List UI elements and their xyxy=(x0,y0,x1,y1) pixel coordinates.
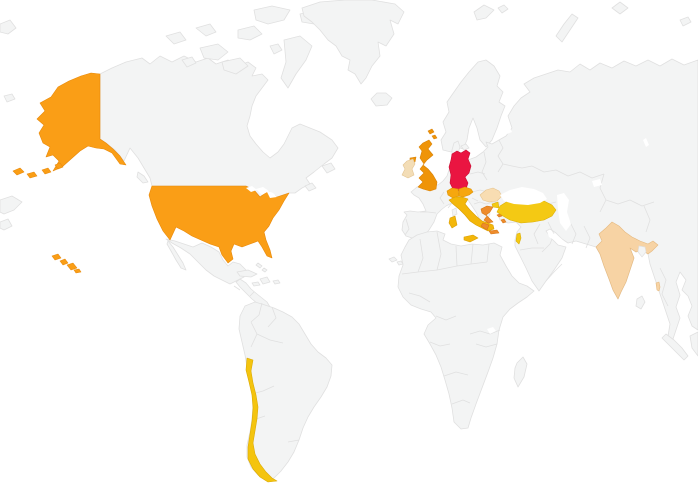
lake-ladoga xyxy=(505,128,512,134)
persian-gulf xyxy=(547,231,564,243)
landmass-arctic-island xyxy=(221,57,249,75)
lake-victoria xyxy=(487,327,496,334)
country-borders xyxy=(233,139,669,443)
landmass-africa xyxy=(397,230,535,430)
landmass-sri-lanka xyxy=(635,295,646,310)
landmass-arctic-island xyxy=(280,35,313,89)
landmass-hispaniola xyxy=(259,276,271,285)
landmass-greenland xyxy=(301,0,405,85)
borders-asia xyxy=(519,165,669,307)
landmass-arctic-island xyxy=(611,1,629,15)
landmass-svalbard xyxy=(497,4,509,14)
borders-africa xyxy=(401,231,501,405)
landmass-arctic-island xyxy=(269,43,283,55)
landmass-arctic-island xyxy=(199,43,229,61)
inland-waterbodies xyxy=(246,128,649,334)
landmass-nova-scotia xyxy=(304,182,317,192)
region-italy[interactable] xyxy=(448,196,495,243)
region-austria[interactable] xyxy=(458,186,474,198)
landmass-canary-islands xyxy=(388,256,398,263)
landmass-iceland xyxy=(370,92,393,107)
landmass-island xyxy=(3,93,16,103)
landmass-sumatra xyxy=(661,333,689,361)
region-chile[interactable] xyxy=(245,357,278,483)
region-israel[interactable] xyxy=(515,232,522,245)
landmass-baja-california xyxy=(166,240,187,271)
landmass-west-fragment xyxy=(0,19,17,35)
landmass-madagascar xyxy=(513,356,528,388)
lake-baikal xyxy=(643,138,649,147)
borders-europe xyxy=(404,139,533,236)
landmass-arctic-island xyxy=(165,31,187,45)
region-greece[interactable] xyxy=(480,205,507,235)
region-germany[interactable] xyxy=(448,149,472,192)
landmass-jamaica xyxy=(251,281,261,287)
landmass-newfoundland xyxy=(321,162,336,174)
region-united-kingdom[interactable] xyxy=(409,128,438,192)
landmass-puerto-rico xyxy=(272,279,281,285)
landmass-arctic-island xyxy=(679,16,692,27)
great-lakes xyxy=(246,186,277,198)
region-united-states[interactable] xyxy=(12,72,290,274)
landmass-arctic-island xyxy=(195,23,217,37)
landmass-svalbard xyxy=(473,4,495,21)
aral-sea xyxy=(592,179,602,187)
landmass-bangladesh xyxy=(637,245,647,258)
landmass-arctic-island xyxy=(237,25,263,41)
caspian-sea xyxy=(557,193,571,231)
region-ireland[interactable] xyxy=(401,158,416,179)
landmass-scandinavia xyxy=(440,59,506,153)
landmass-canary-islands xyxy=(396,260,404,266)
landmass-arctic-island xyxy=(253,5,291,25)
landmass-novaya-zemlya xyxy=(555,13,579,43)
landmass-vancouver-island xyxy=(136,171,149,184)
highlighted-regions xyxy=(12,72,661,483)
landmass-bahamas xyxy=(255,262,263,269)
landmass-arctic-island xyxy=(181,56,197,68)
landmass-denmark-island xyxy=(460,143,470,151)
landmass-bahamas xyxy=(261,267,268,273)
landmass-west-fragment xyxy=(0,195,23,215)
black-sea xyxy=(500,187,547,205)
landmass-cuba xyxy=(236,269,258,278)
borders-americas xyxy=(233,285,300,443)
landmass-canada xyxy=(99,55,339,198)
landover xyxy=(451,207,647,258)
landmass-west-fragment xyxy=(0,218,13,231)
landmass-borneo-edge xyxy=(689,331,698,357)
region-india[interactable] xyxy=(595,221,661,300)
landmass-corsica xyxy=(451,207,458,217)
